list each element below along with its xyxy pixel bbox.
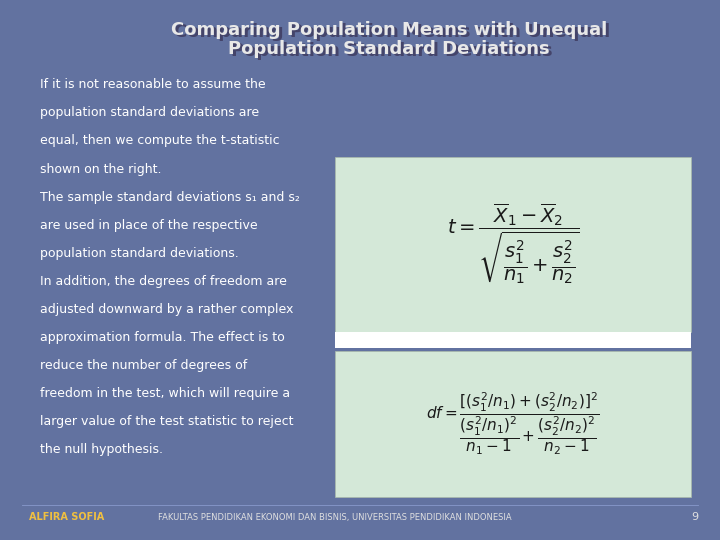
Text: approximation formula. The effect is to: approximation formula. The effect is to [40,331,284,344]
Text: 9: 9 [691,512,698,522]
Text: larger value of the test statistic to reject: larger value of the test statistic to re… [40,415,293,428]
Text: equal, then we compute the t-statistic: equal, then we compute the t-statistic [40,134,279,147]
Text: Population Standard Deviations: Population Standard Deviations [228,39,549,58]
Text: Comparing Population Means with Unequal: Comparing Population Means with Unequal [174,23,610,41]
Text: the null hypothesis.: the null hypothesis. [40,443,163,456]
Text: In addition, the degrees of freedom are: In addition, the degrees of freedom are [40,275,287,288]
Text: If it is not reasonable to assume the: If it is not reasonable to assume the [40,78,265,91]
Text: The sample standard deviations s₁ and s₂: The sample standard deviations s₁ and s₂ [40,191,300,204]
Text: ALFIRA SOFIA: ALFIRA SOFIA [29,512,104,522]
Text: population standard deviations.: population standard deviations. [40,247,238,260]
Text: reduce the number of degrees of: reduce the number of degrees of [40,359,247,372]
Text: population standard deviations are: population standard deviations are [40,106,258,119]
Text: are used in place of the respective: are used in place of the respective [40,219,257,232]
Text: Population Standard Deviations: Population Standard Deviations [231,42,552,60]
Text: Comparing Population Means with Unequal: Comparing Population Means with Unequal [171,21,607,39]
Text: FAKULTAS PENDIDIKAN EKONOMI DAN BISNIS, UNIVERSITAS PENDIDIKAN INDONESIA: FAKULTAS PENDIDIKAN EKONOMI DAN BISNIS, … [158,513,512,522]
Text: shown on the right.: shown on the right. [40,163,161,176]
Bar [335,332,691,348]
Text: $t = \dfrac{\overline{X}_1 - \overline{X}_2}{\sqrt{\dfrac{s_1^2}{n_1} + \dfrac{s: $t = \dfrac{\overline{X}_1 - \overline{X… [446,202,580,287]
Bar [335,351,691,497]
Text: adjusted downward by a rather complex: adjusted downward by a rather complex [40,303,293,316]
Bar [335,157,691,332]
Text: $df = \dfrac{[(s_1^2/n_1) + (s_2^2/n_2)]^2}{\dfrac{(s_1^2/n_1)^2}{n_1 - 1} + \df: $df = \dfrac{[(s_1^2/n_1) + (s_2^2/n_2)]… [426,390,600,457]
Text: freedom in the test, which will require a: freedom in the test, which will require … [40,387,289,400]
